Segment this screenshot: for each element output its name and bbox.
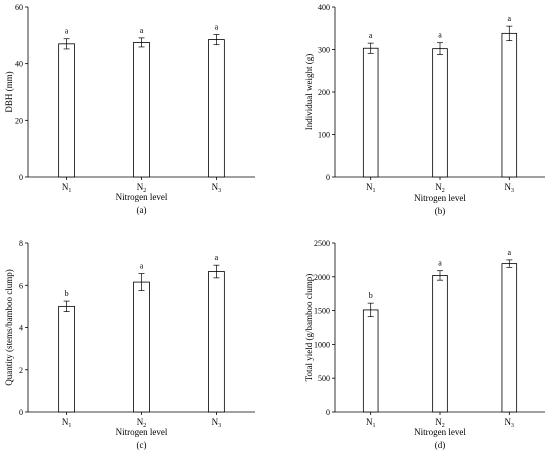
chart-panel-4: 0 500 1000 1500 2000 2500 b N1 a N2 a N3 Nitrogen le… bbox=[304, 239, 545, 450]
y-tick-label: 0 bbox=[19, 408, 23, 417]
significance-letter: a bbox=[369, 31, 373, 40]
y-axis-label: Quantity (stems/bamboo clump) bbox=[4, 269, 14, 385]
error-bar bbox=[213, 34, 220, 46]
chart-panel-1: 0 20 40 60 a N1 a N2 a N3 Nitrogen level (a) DBH (mm… bbox=[4, 3, 255, 215]
x-tick-label: N2 bbox=[137, 182, 147, 194]
bar bbox=[208, 271, 225, 413]
bar bbox=[58, 43, 75, 178]
bar bbox=[362, 309, 379, 413]
bar bbox=[362, 47, 379, 178]
y-tick-label: 20 bbox=[15, 116, 23, 125]
significance-letter: a bbox=[438, 31, 442, 40]
panel-label: (a) bbox=[137, 205, 147, 215]
y-tick-label: 300 bbox=[318, 46, 330, 55]
significance-letter: a bbox=[215, 22, 219, 31]
bar bbox=[133, 42, 150, 178]
y-tick-label: 2 bbox=[19, 366, 23, 375]
y-axis-label: Individual weight (g) bbox=[304, 54, 314, 130]
y-axis-label: Total yield (g/bamboo clump) bbox=[304, 274, 314, 382]
y-tick-label: 1500 bbox=[314, 307, 330, 316]
significance-letter: b bbox=[65, 289, 69, 298]
x-axis-label: Nitrogen level bbox=[116, 427, 168, 437]
significance-letter: a bbox=[508, 248, 512, 257]
error-bar bbox=[506, 25, 513, 41]
x-tick-label: N1 bbox=[62, 417, 72, 429]
x-tick-label: N3 bbox=[505, 417, 515, 429]
significance-letter: a bbox=[438, 259, 442, 268]
x-axis-label: Nitrogen level bbox=[414, 427, 466, 437]
y-axis-label: DBH (mm) bbox=[4, 71, 14, 112]
y-tick-label: 1000 bbox=[314, 340, 330, 349]
x-tick-label: N1 bbox=[62, 182, 72, 194]
x-tick-label: N2 bbox=[435, 182, 445, 194]
error-bar bbox=[437, 42, 443, 55]
y-tick-label: 6 bbox=[19, 281, 23, 290]
error-bar bbox=[63, 300, 70, 313]
x-tick-label: N3 bbox=[505, 182, 515, 194]
bar bbox=[432, 48, 448, 178]
y-tick-label: 200 bbox=[318, 88, 330, 97]
bar bbox=[432, 275, 448, 413]
panel-label: (d) bbox=[435, 440, 446, 450]
x-tick-label: N3 bbox=[212, 182, 222, 194]
x-tick-label: N2 bbox=[137, 417, 147, 429]
panel-label: (b) bbox=[435, 206, 446, 216]
bar bbox=[501, 32, 518, 178]
x-tick-label: N1 bbox=[366, 417, 376, 429]
x-tick-label: N3 bbox=[212, 417, 222, 429]
y-tick-label: 0 bbox=[326, 408, 330, 417]
y-tick-label: 60 bbox=[15, 3, 23, 12]
error-bar bbox=[367, 302, 374, 318]
error-bar bbox=[506, 259, 513, 268]
error-bar bbox=[367, 42, 374, 54]
bar bbox=[208, 39, 225, 178]
x-axis-label: Nitrogen level bbox=[414, 193, 466, 203]
y-tick-label: 2000 bbox=[314, 273, 330, 282]
significance-letter: a bbox=[140, 262, 144, 271]
y-tick-label: 100 bbox=[318, 131, 330, 140]
y-tick-label: 0 bbox=[19, 173, 23, 182]
error-bar bbox=[213, 264, 220, 279]
chart-panel-2: 0 100 200 300 400 a N1 a N2 a N3 Nitrogen level (b) I… bbox=[304, 3, 545, 216]
y-tick-label: 4 bbox=[19, 324, 23, 333]
x-tick-label: N1 bbox=[366, 182, 376, 194]
significance-letter: a bbox=[215, 253, 219, 262]
bar bbox=[501, 263, 518, 413]
error-bar bbox=[63, 38, 70, 50]
y-tick-label: 40 bbox=[15, 60, 23, 69]
error-bar bbox=[138, 273, 145, 291]
bar bbox=[58, 305, 75, 413]
significance-letter: a bbox=[508, 14, 512, 23]
x-tick-label: N2 bbox=[435, 417, 445, 429]
y-tick-label: 0 bbox=[326, 173, 330, 182]
chart-panel-3: 0 2 4 6 8 b N1 a N2 a N3 Nitrogen level (c) Quantity … bbox=[4, 239, 255, 450]
y-tick-label: 2500 bbox=[314, 239, 330, 248]
y-tick-label: 400 bbox=[318, 3, 330, 12]
y-tick-label: 8 bbox=[19, 239, 23, 248]
significance-letter: a bbox=[65, 27, 69, 36]
bar bbox=[133, 281, 150, 413]
y-tick-label: 500 bbox=[318, 374, 330, 383]
significance-letter: a bbox=[140, 26, 144, 35]
x-axis-label: Nitrogen level bbox=[116, 192, 168, 202]
panel-label: (c) bbox=[137, 440, 147, 450]
significance-letter: b bbox=[369, 291, 373, 300]
error-bar bbox=[437, 270, 443, 281]
error-bar bbox=[138, 37, 145, 48]
